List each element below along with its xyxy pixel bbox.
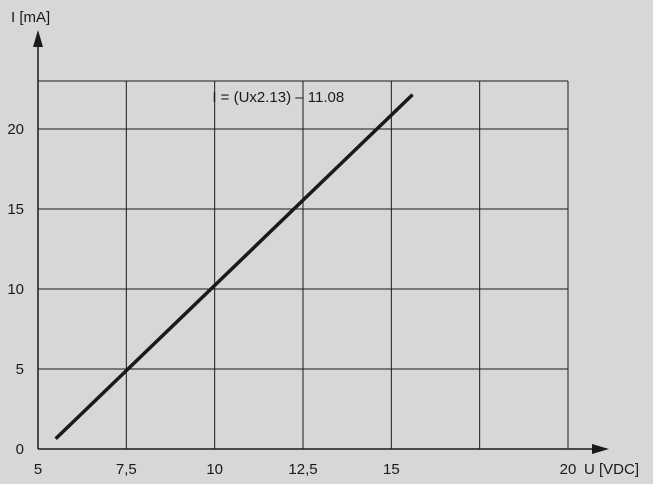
y-axis-title: I [mA]	[11, 9, 50, 26]
series-line	[54, 93, 414, 441]
grid	[37, 80, 569, 450]
x-axis-title: U [VDC]	[584, 461, 639, 478]
equation-annotation: I = (Ux2.13) – 11.08	[212, 89, 344, 106]
y-tick-label: 10	[7, 281, 24, 298]
x-tick-label: 7,5	[116, 461, 137, 478]
y-tick-label: 20	[7, 121, 24, 138]
series	[54, 93, 414, 441]
x-axis-arrow	[592, 444, 609, 454]
x-tick-label: 10	[206, 461, 223, 478]
y-tick-label: 0	[16, 441, 24, 458]
y-axis-arrow	[33, 30, 43, 47]
x-tick-label: 12,5	[288, 461, 317, 478]
axes	[33, 30, 609, 454]
y-tick-label: 15	[7, 201, 24, 218]
y-tick-label: 5	[16, 361, 24, 378]
x-tick-label: 20	[560, 461, 577, 478]
x-tick-label: 15	[383, 461, 400, 478]
x-tick-label: 5	[34, 461, 42, 478]
